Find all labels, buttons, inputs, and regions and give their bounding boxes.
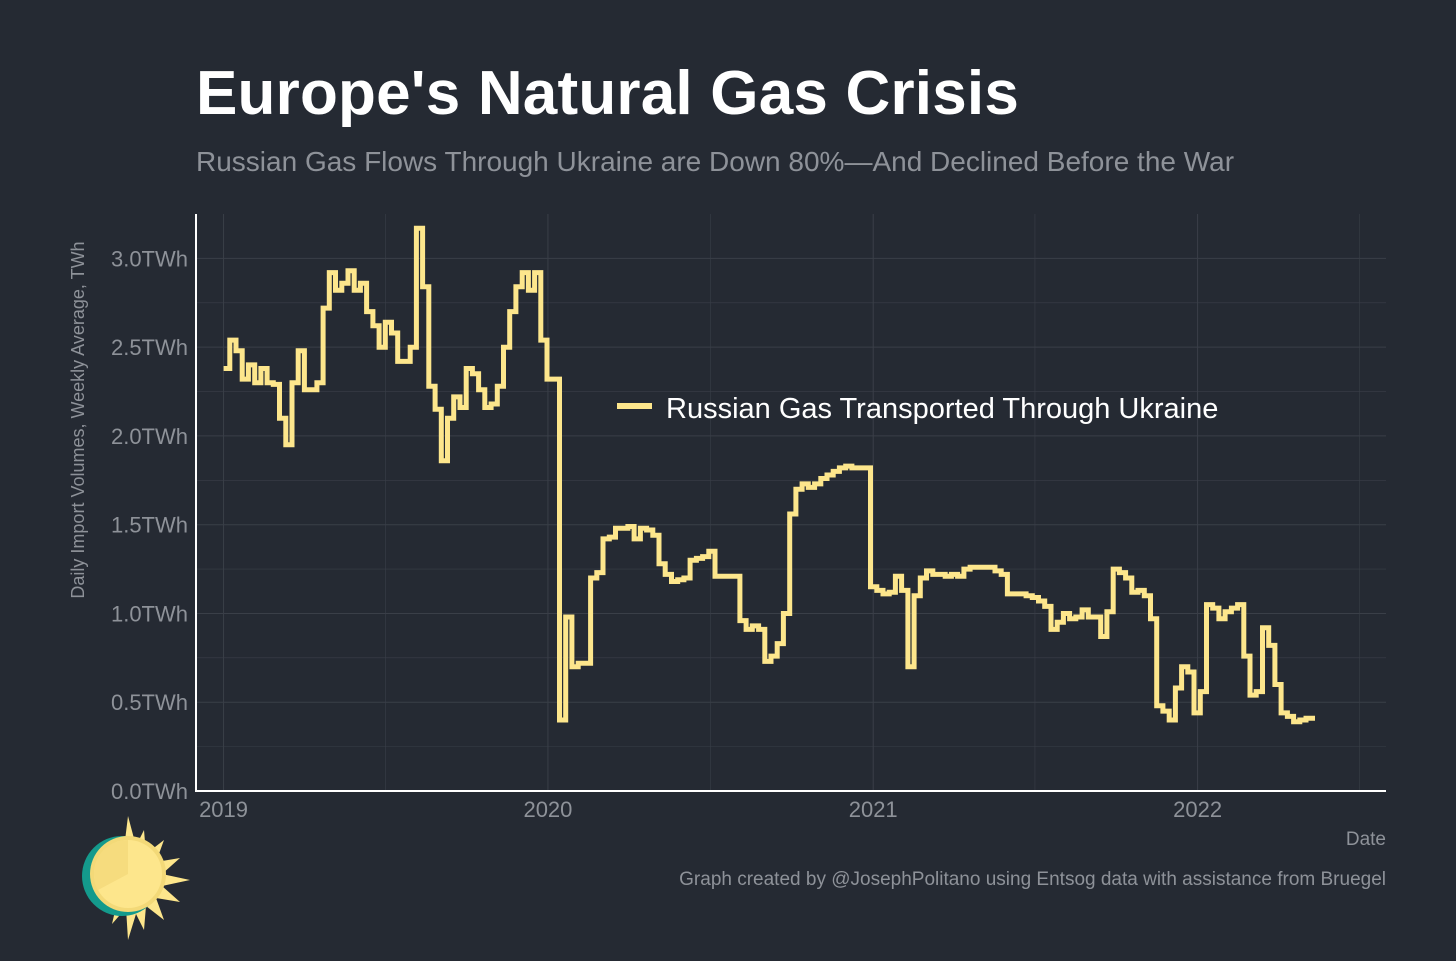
sun-logo-icon — [82, 816, 190, 940]
axes — [195, 214, 1386, 792]
legend-label: Russian Gas Transported Through Ukraine — [666, 393, 1218, 425]
page-title: Europe's Natural Gas Crisis — [196, 59, 1019, 128]
y-tick-label: 0.5TWh — [111, 690, 188, 715]
y-tick-label: 1.0TWh — [111, 601, 188, 626]
grid-lines — [196, 214, 1386, 792]
source-caption: Graph created by @JosephPolitano using E… — [679, 869, 1386, 890]
y-tick-label: 3.0TWh — [111, 246, 188, 271]
y-tick-label: 2.5TWh — [111, 335, 188, 360]
x-axis-label: Date — [1346, 829, 1386, 850]
series-lines — [223, 225, 1315, 725]
x-tick-label: 2019 — [199, 797, 248, 822]
y-tick-label: 2.0TWh — [111, 424, 188, 449]
x-tick-label: 2021 — [849, 797, 898, 822]
series-line-russian-gas — [223, 225, 1315, 725]
y-tick-label: 0.0TWh — [111, 779, 188, 804]
x-tick-label: 2022 — [1173, 797, 1222, 822]
page-subtitle: Russian Gas Flows Through Ukraine are Do… — [196, 146, 1235, 177]
y-tick-label: 1.5TWh — [111, 513, 188, 538]
x-tick-labels: 2019 2020 2021 2022 — [199, 797, 1222, 822]
y-tick-labels: 0.0TWh 0.5TWh 1.0TWh 1.5TWh 2.0TWh 2.5TWh 3.0T… — [111, 246, 188, 804]
legend: Russian Gas Transported Through Ukraine — [617, 393, 1218, 425]
y-axis-label: Daily Import Volumes, Weekly Average, TW… — [68, 241, 88, 598]
sun-segment — [93, 840, 128, 890]
x-tick-label: 2020 — [523, 797, 572, 822]
